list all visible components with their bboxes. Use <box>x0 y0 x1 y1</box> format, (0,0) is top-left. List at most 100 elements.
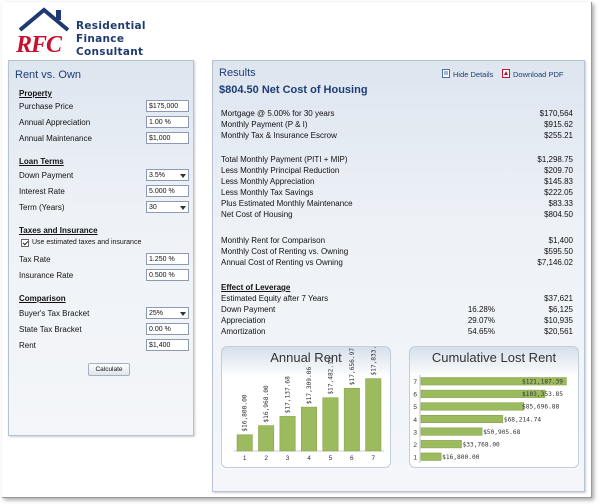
appreciation-input[interactable]: 1.00 % <box>146 116 189 128</box>
result-row: Net Cost of Housing $804.50 <box>221 210 573 220</box>
buyer-tax-select[interactable]: 25% <box>146 307 189 319</box>
result-value: $209.70 <box>544 166 573 175</box>
bar <box>420 414 504 424</box>
insurance-rate-input[interactable]: 0.500 % <box>146 269 189 281</box>
result-value: $915.62 <box>544 120 573 129</box>
x-tick-label: 2 <box>264 455 268 462</box>
result-row: Monthly Cost of Renting vs. Owning $595.5… <box>221 247 573 257</box>
logo-line1: Residential <box>76 20 146 32</box>
result-label: Net Cost of Housing <box>221 210 293 219</box>
estimate-taxes-label: Use estimated taxes and insurance <box>32 239 142 246</box>
bar <box>322 397 339 452</box>
result-value: $83.33 <box>548 199 573 208</box>
result-label: Estimated Equity after 7 Years <box>221 294 329 303</box>
result-row: Down Payment 16.28% $6,125 <box>221 305 573 315</box>
pdf-icon[interactable] <box>502 69 510 78</box>
maintenance-label: Annual Maintenance <box>19 134 92 143</box>
tax-rate-label: Tax Rate <box>19 255 51 264</box>
result-label: Mortgage @ 5.00% for 30 years <box>221 109 335 118</box>
data-label: $17,309.06 <box>306 367 313 405</box>
result-percent: 29.07% <box>467 316 495 325</box>
tax-rate-input[interactable]: 1.250 % <box>146 253 189 265</box>
results-title: Results <box>219 67 256 79</box>
house-roof-icon <box>18 7 70 32</box>
result-label: Monthly Rent for Comparison <box>221 236 326 245</box>
data-label: $68,214.74 <box>504 416 542 423</box>
result-value: $1,400 <box>548 236 573 245</box>
y-tick-label: 4 <box>413 417 417 424</box>
result-percent: 16.28% <box>467 305 495 314</box>
result-value: $1,298.75 <box>537 155 573 164</box>
purchase-price-input[interactable]: $175,000 <box>146 100 189 112</box>
result-row: Amortization 54.65% $20,561 <box>221 327 573 337</box>
result-row: Plus Estimated Monthly Maintenance $83.33 <box>221 199 573 209</box>
cumulative-lost-rent-chart: Cumulative Lost Rent $16,800.00 1 $33,768.… <box>409 346 579 468</box>
result-label: Monthly Cost of Renting vs. Owning <box>221 247 349 256</box>
result-value: $10,935 <box>544 316 573 325</box>
state-tax-input[interactable]: 0.00 % <box>146 323 189 335</box>
hide-details-link[interactable]: Hide Details <box>453 70 494 79</box>
data-label: $50,905.68 <box>483 429 521 436</box>
result-label: Down Payment <box>221 305 276 314</box>
result-value: $7,146.02 <box>537 258 573 267</box>
result-label: Less Monthly Principal Reduction <box>221 166 340 175</box>
data-label: $16,800.00 <box>442 454 480 461</box>
bar <box>420 402 525 411</box>
bar <box>236 434 253 452</box>
property-heading: Property <box>19 89 52 98</box>
logo: RFC Residential Finance Consultant <box>14 7 164 64</box>
interest-rate-label: Interest Rate <box>19 187 65 196</box>
result-value: $804.50 <box>544 210 573 219</box>
x-tick-label: 1 <box>243 455 247 462</box>
download-pdf-link[interactable]: Download PDF <box>513 70 564 79</box>
rent-input[interactable]: $1,400 <box>146 339 189 351</box>
loan-terms-heading: Loan Terms <box>19 157 64 166</box>
data-label: $17,137.68 <box>285 376 292 414</box>
logo-line2: Finance <box>76 33 125 45</box>
result-value: $145.83 <box>544 177 573 186</box>
bar <box>343 387 360 452</box>
data-label: $17,482.15 <box>327 357 334 395</box>
state-tax-label: State Tax Bracket <box>19 325 82 334</box>
data-label: $33,768.00 <box>463 441 501 448</box>
data-label: $16,968.00 <box>263 385 270 423</box>
annual-rent-chart-title: Annual Rent <box>270 350 342 365</box>
y-tick-label: 5 <box>413 404 417 411</box>
estimate-taxes-checkbox[interactable] <box>21 239 29 247</box>
data-label: $17,833.54 <box>370 347 377 376</box>
x-tick-label: 3 <box>286 455 290 462</box>
bar <box>365 378 382 452</box>
result-row: Monthly Rent for Comparison $1,400 <box>221 236 573 246</box>
term-value: 30 <box>149 204 157 211</box>
result-label: Annual Cost of Renting vs Owning <box>221 258 343 267</box>
data-label: $17,656.97 <box>349 348 356 386</box>
data-label: $121,187.39 <box>522 379 563 386</box>
down-payment-select[interactable]: 3.5% <box>146 169 189 181</box>
calculate-button[interactable]: Calculate <box>88 363 130 376</box>
y-tick-label: 3 <box>413 429 417 436</box>
result-label: Less Monthly Tax Savings <box>221 188 314 197</box>
result-value: $255.21 <box>544 131 573 140</box>
result-row: Estimated Equity after 7 Years $37,621 <box>221 294 573 304</box>
result-percent: 54.65% <box>467 327 495 336</box>
result-label: Monthly Tax & Insurance Escrow <box>221 131 337 140</box>
result-value: $37,621 <box>544 294 573 303</box>
result-row: Less Monthly Principal Reduction $209.70 <box>221 166 573 176</box>
result-value: $595.50 <box>544 247 573 256</box>
term-label: Term (Years) <box>19 203 65 212</box>
data-label: $85,696.88 <box>522 404 560 411</box>
net-cost-heading: $804.50 Net Cost of Housing <box>219 84 368 96</box>
result-row: Mortgage @ 5.00% for 30 years $170,564 <box>221 109 573 119</box>
logo-abbr: RFC <box>16 32 62 58</box>
interest-rate-input[interactable]: 5.000 % <box>146 185 189 197</box>
term-select[interactable]: 30 <box>146 201 189 213</box>
result-label: Monthly Payment (P & I) <box>221 120 308 129</box>
maintenance-input[interactable]: $1,000 <box>146 132 189 144</box>
hide-details-icon[interactable] <box>442 69 450 78</box>
leverage-heading: Effect of Leverage <box>221 283 291 292</box>
result-value: $170,564 <box>539 109 573 118</box>
result-value: $20,561 <box>544 327 573 336</box>
result-row: Monthly Payment (P & I) $915.62 <box>221 120 573 130</box>
chevron-down-icon <box>180 174 186 178</box>
result-label: Amortization <box>221 327 266 336</box>
